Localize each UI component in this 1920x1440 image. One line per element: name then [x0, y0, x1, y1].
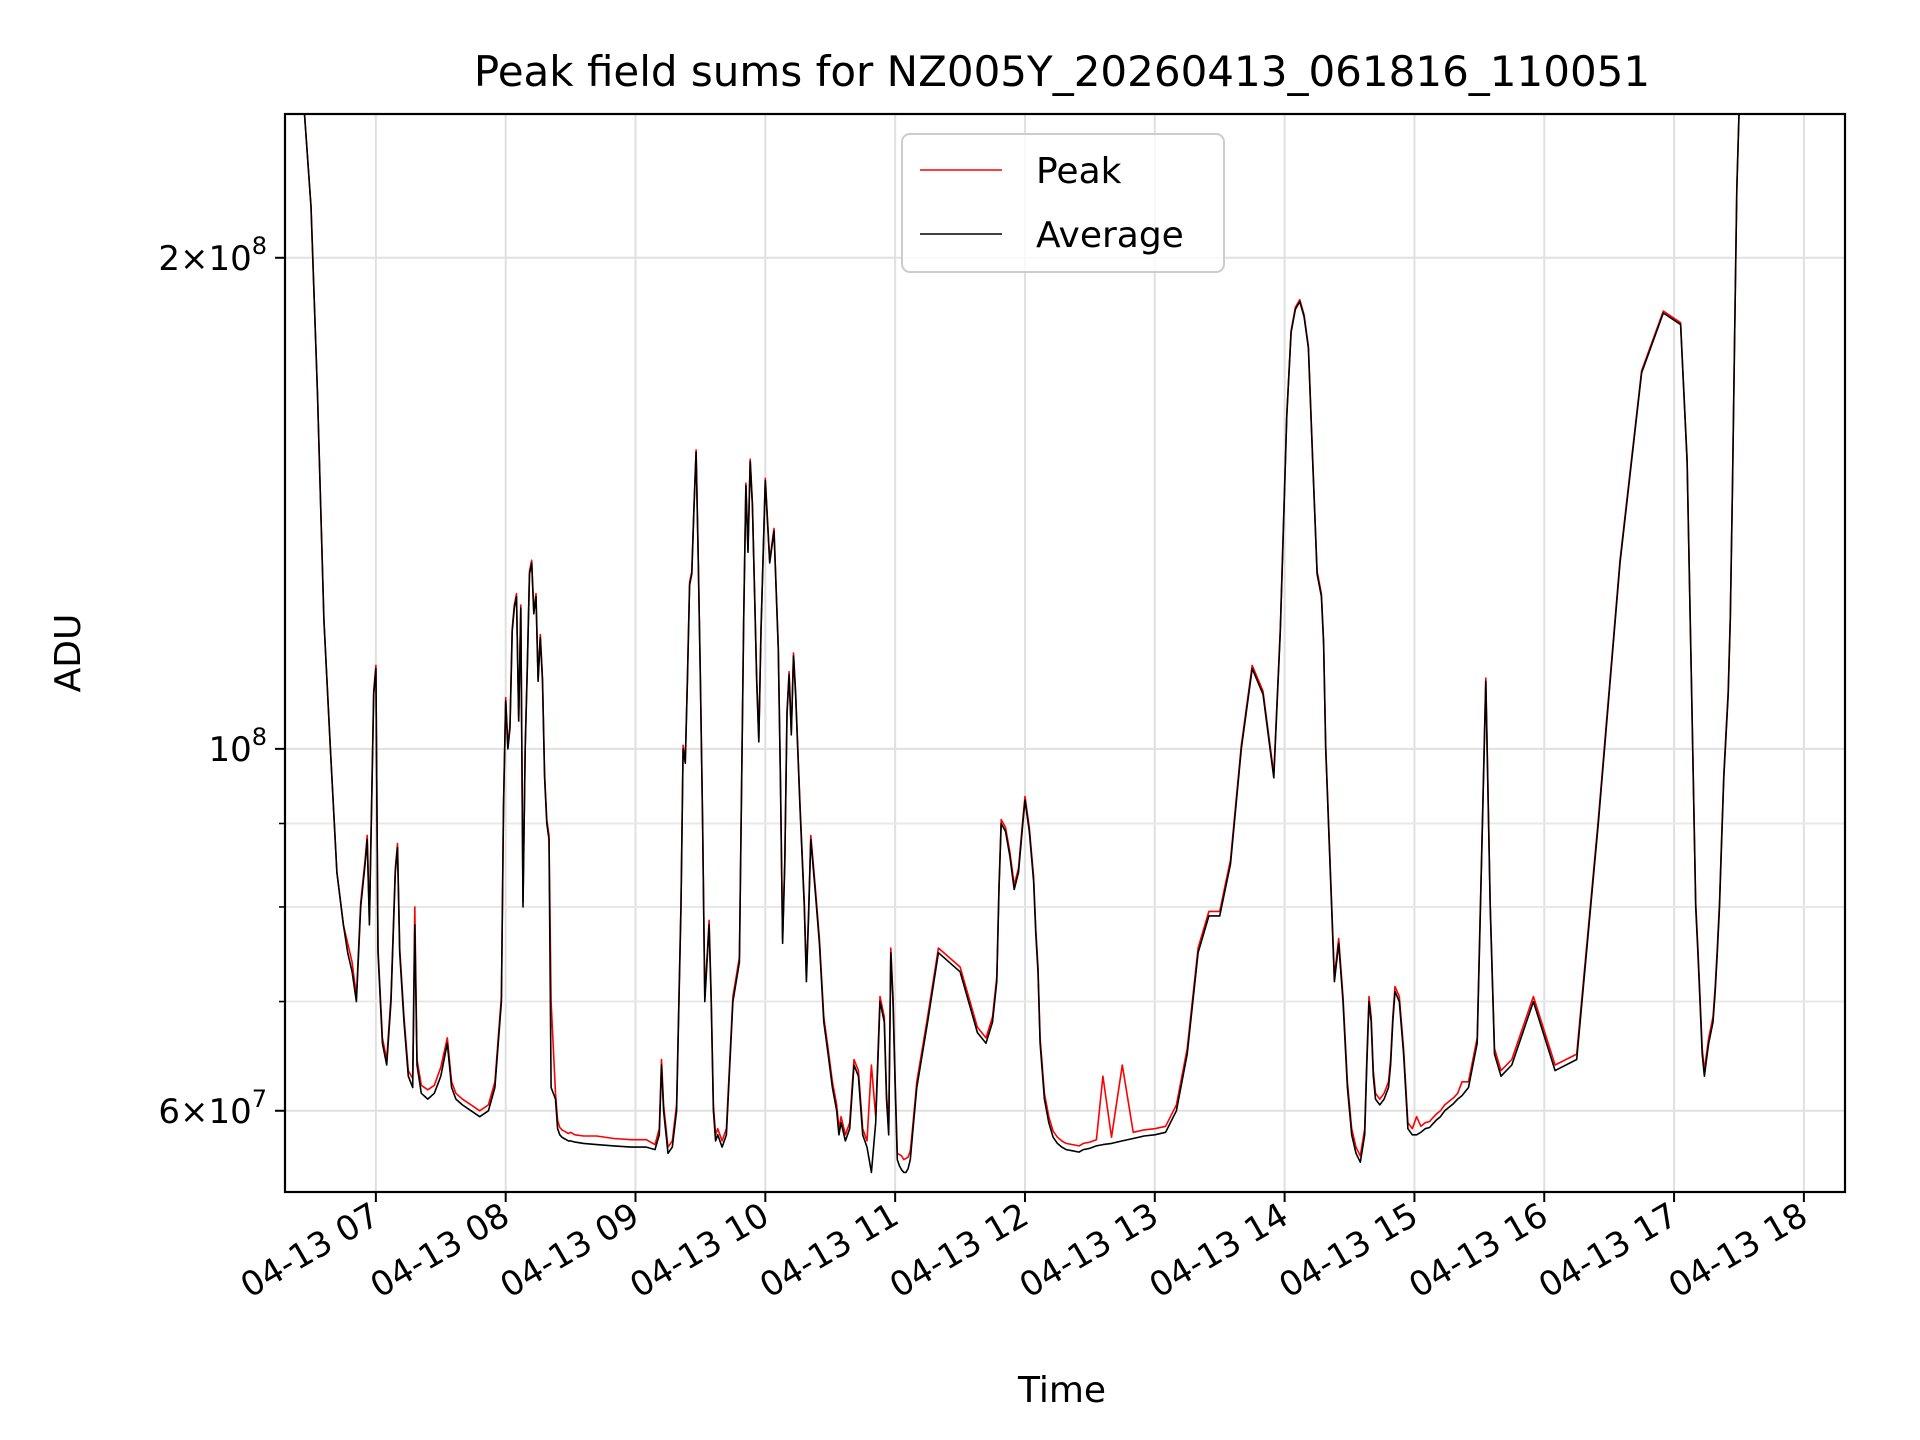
legend-box — [901, 133, 1225, 273]
legend-peak-label: Peak — [1036, 151, 1122, 192]
y-axis-label: ADU — [48, 614, 89, 693]
chart-title: Peak field sums for NZ005Y_20260413_0618… — [474, 47, 1650, 96]
y-tick-label: 2×108 — [158, 232, 267, 279]
y-tick-label: 108 — [208, 723, 267, 770]
x-axis-label: Time — [1017, 1370, 1106, 1411]
y-tick-label: 6×107 — [158, 1085, 267, 1132]
series-average-line — [285, 113, 1742, 1174]
legend: Peak Average — [901, 133, 1225, 273]
series-layer — [285, 113, 1742, 1174]
legend-average-label: Average — [1036, 215, 1184, 256]
plot-frame — [283, 112, 1847, 1194]
